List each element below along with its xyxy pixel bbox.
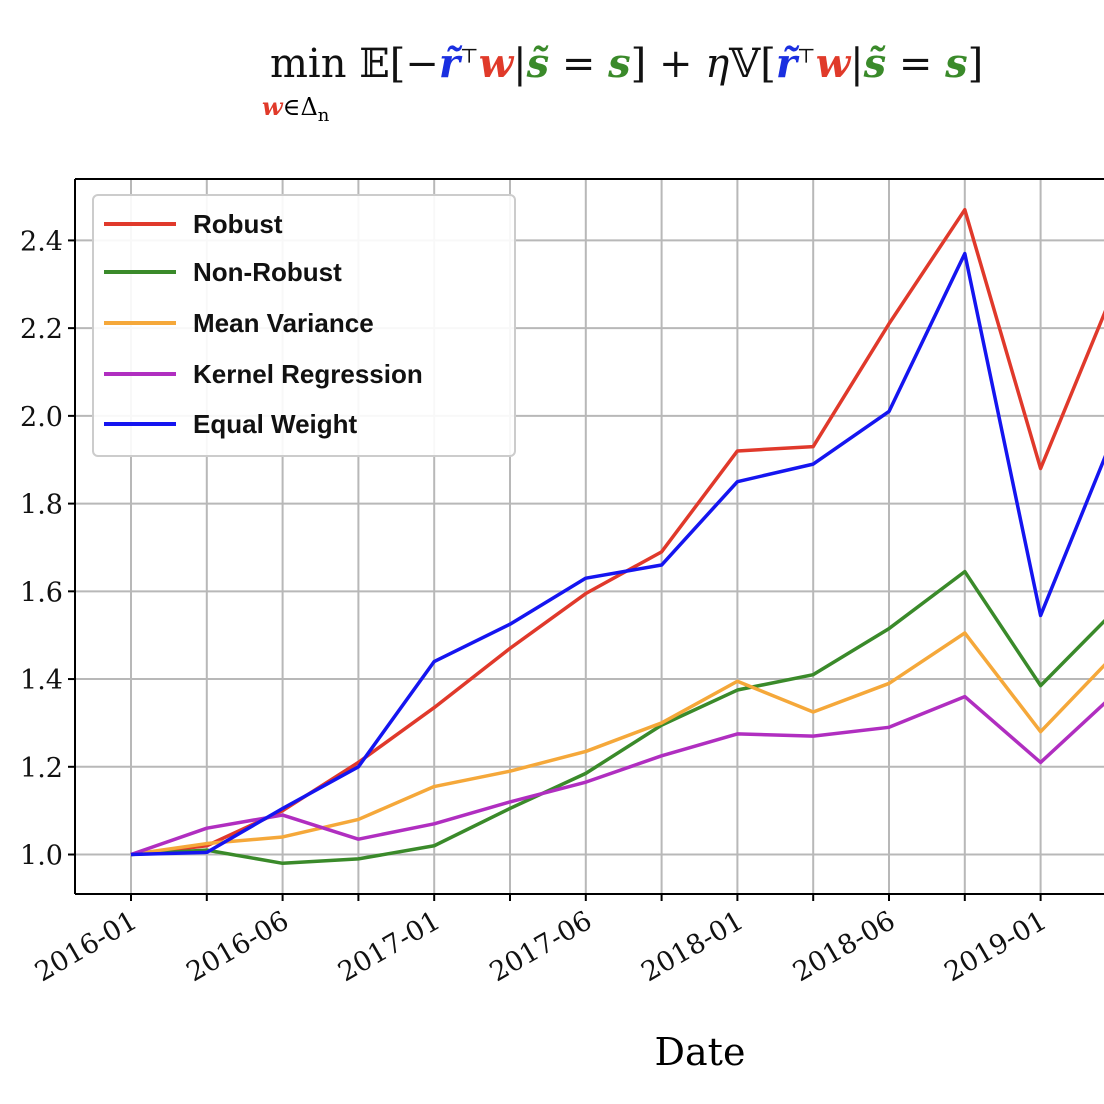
y-tick-label: 1.4	[20, 665, 63, 696]
series-line-equal-weight	[130, 251, 1104, 857]
formula-subscript: w∈Δn	[262, 92, 330, 126]
x-tick-label: 2018-01	[636, 905, 749, 988]
x-tick-label: 2017-01	[333, 905, 446, 988]
series-line-non-robust	[130, 569, 1104, 866]
x-tick-label: 2019-01	[939, 905, 1052, 988]
x-tick-label: 2017-06	[485, 905, 598, 988]
legend-label: Robust	[193, 209, 283, 239]
legend-label: Mean Variance	[193, 308, 374, 338]
x-axis-label: Date	[655, 1030, 746, 1074]
series-line-kernel-regression	[130, 694, 1104, 857]
x-tick-label: 2018-06	[788, 905, 901, 988]
x-tick-label: 2016-01	[30, 905, 143, 988]
y-tick-label: 2.2	[20, 314, 63, 345]
y-tick-label: 1.2	[20, 753, 63, 784]
legend-label: Non-Robust	[193, 257, 342, 287]
series-lines	[130, 207, 1104, 866]
y-tick-label: 2.4	[20, 226, 63, 257]
series-line-mean-variance	[130, 631, 1104, 857]
legend-label: Kernel Regression	[193, 359, 423, 389]
legend-label: Equal Weight	[193, 409, 358, 439]
y-tick-label: 2.0	[20, 402, 63, 433]
y-tick-label: 1.8	[20, 490, 63, 521]
legend: Robust Non-Robust Mean Variance Kernel Regr…	[92, 194, 516, 457]
y-tick-label: 1.6	[20, 577, 63, 608]
x-tick-label: 2016-06	[181, 905, 294, 988]
objective-formula: min 𝔼[−r̃⊤w|s̃ = s] + η𝕍[r̃⊤w|s̃ = s]	[270, 40, 984, 87]
legend-box	[92, 194, 516, 457]
y-tick-label: 1.0	[20, 841, 63, 872]
